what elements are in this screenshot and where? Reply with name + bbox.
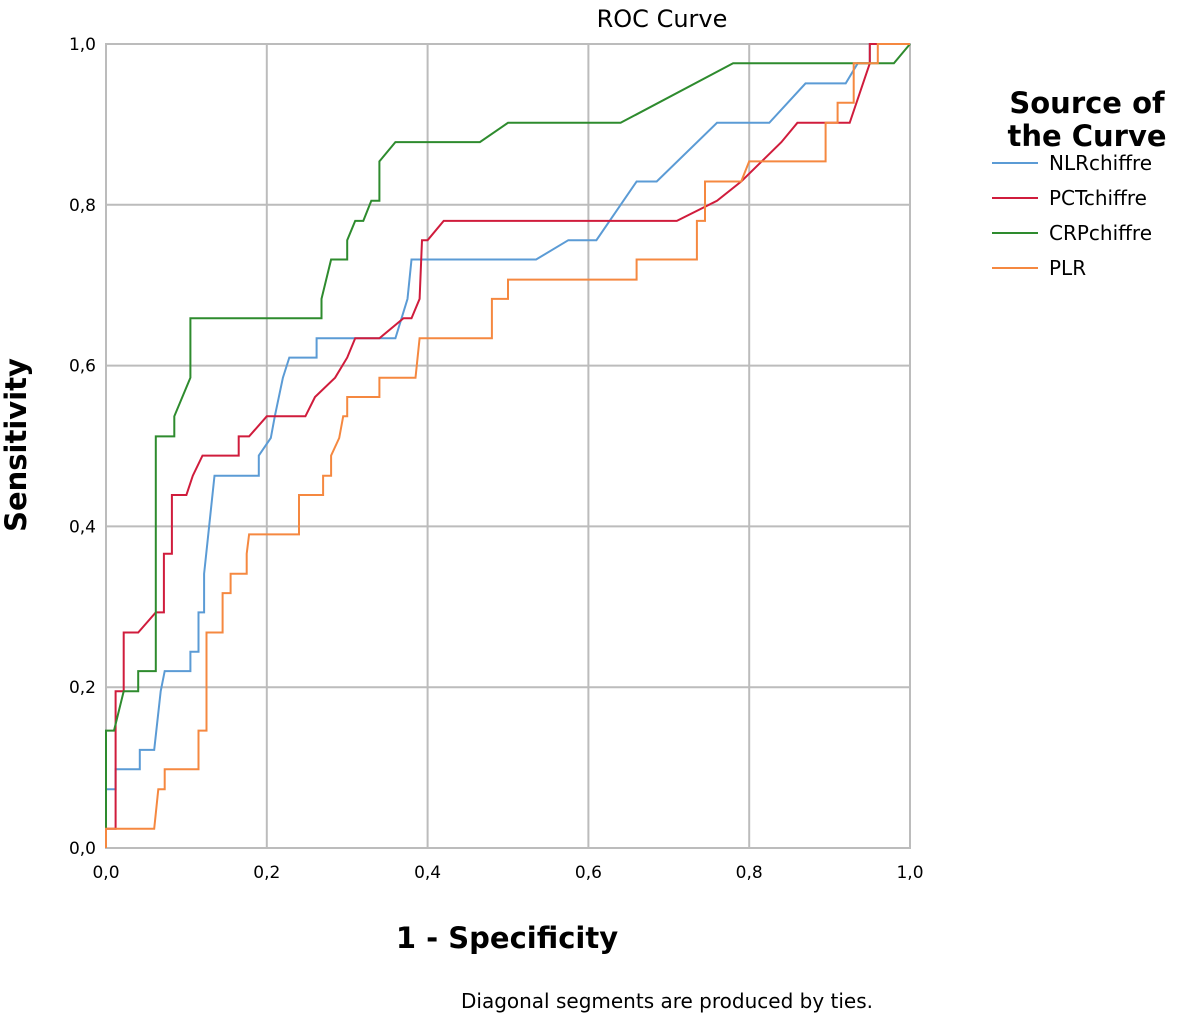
x-tick-label: 0,4 xyxy=(414,863,441,883)
legend-label-nlrchiffre: NLRchiffre xyxy=(1049,151,1152,175)
series-line-pctchiffre xyxy=(105,43,910,848)
y-tick-label: 0,8 xyxy=(69,196,96,216)
series-line-plr xyxy=(105,43,910,848)
legend-label-pctchiffre: PCTchiffre xyxy=(1049,186,1147,210)
x-axis-title: 1 - Specificity xyxy=(396,921,618,955)
legend: Source of the Curve NLRchiffre PCTchiffre… xyxy=(992,86,1167,280)
tick-labels: 0,0 0,2 0,4 0,6 0,8 1,0 0,0 0,2 0,4 0,6 0,8 1,0 xyxy=(69,35,924,883)
y-tick-label: 1,0 xyxy=(69,35,96,55)
y-tick-label: 0,4 xyxy=(69,517,96,537)
legend-title-line2: the Curve xyxy=(1007,119,1166,153)
plot-frame xyxy=(105,43,911,849)
chart-title: ROC Curve xyxy=(597,5,728,33)
y-tick-label: 0,2 xyxy=(69,678,96,698)
x-tick-label: 1,0 xyxy=(896,863,923,883)
x-tick-label: 0,0 xyxy=(92,863,119,883)
footnote: Diagonal segments are produced by ties. xyxy=(461,989,873,1013)
series-layer xyxy=(105,43,911,848)
y-axis-title: Sensitivity xyxy=(0,358,33,532)
x-tick-label: 0,6 xyxy=(575,863,602,883)
grid-layer xyxy=(105,43,911,849)
legend-label-crpchiffre: CRPchiffre xyxy=(1049,221,1152,245)
legend-items: NLRchiffre PCTchiffre CRPchiffre PLR xyxy=(992,151,1152,280)
legend-title-line1: Source of xyxy=(1009,86,1165,120)
legend-label-plr: PLR xyxy=(1049,256,1086,280)
series-line-nlrchiffre xyxy=(105,43,910,848)
x-tick-label: 0,8 xyxy=(736,863,763,883)
y-tick-label: 0,6 xyxy=(69,357,96,377)
y-tick-label: 0,0 xyxy=(69,839,96,859)
x-tick-label: 0,2 xyxy=(253,863,280,883)
series-line-crpchiffre xyxy=(105,43,911,848)
